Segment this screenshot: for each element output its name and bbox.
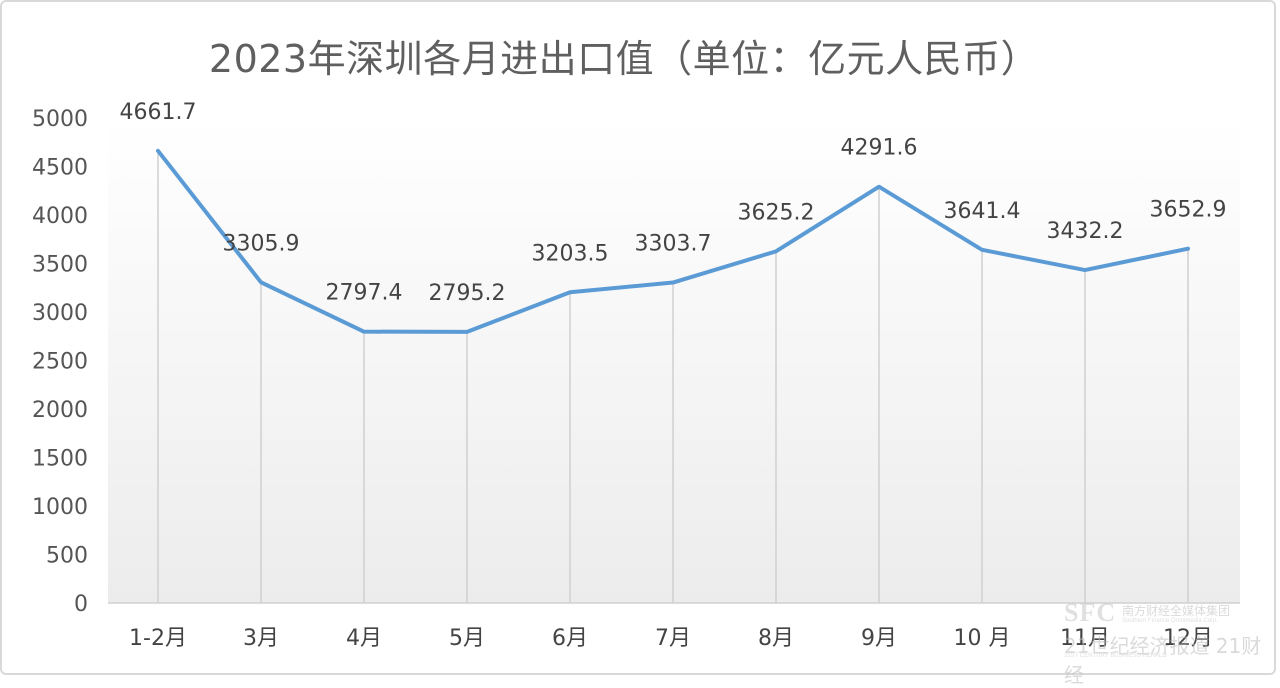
x-tick-label: 7月: [655, 626, 691, 651]
x-tick-label: 8月: [758, 626, 794, 651]
data-label: 3303.7: [635, 232, 712, 257]
y-tick-label: 0: [74, 592, 88, 617]
x-tick-label: 4月: [346, 626, 382, 651]
data-label: 4291.6: [841, 136, 918, 161]
data-label: 2797.4: [326, 281, 403, 306]
y-tick-label: 4500: [32, 156, 88, 181]
y-tick-label: 2000: [32, 398, 88, 423]
x-tick-label: 6月: [552, 626, 588, 651]
data-label: 2795.2: [429, 281, 506, 306]
y-tick-label: 3000: [32, 301, 88, 326]
y-tick-label: 5000: [32, 107, 88, 132]
data-label: 3652.9: [1150, 198, 1227, 223]
data-label: 3641.4: [944, 199, 1021, 224]
series-line: [156, 148, 1190, 334]
x-tick-label: 9月: [861, 626, 897, 651]
data-label: 3203.5: [532, 241, 609, 266]
data-label: 3432.2: [1047, 219, 1124, 244]
watermark-logo: SFC: [1064, 598, 1117, 627]
watermark: SFC 南方财经全媒体集团 Southern Finance Omnimedia…: [1064, 598, 1264, 687]
watermark-org-cn: 南方财经全媒体集团: [1122, 604, 1231, 618]
data-label: 3305.9: [223, 231, 300, 256]
y-tick-label: 500: [46, 544, 88, 569]
x-tick-label: 11月: [1060, 626, 1110, 651]
plot-area: [108, 118, 1240, 603]
x-tick-label: 12月: [1163, 626, 1213, 651]
watermark-brand-cn: 21世纪经济报道 21财经: [1064, 634, 1262, 687]
watermark-brand-en: 21ST CENTURY BUSINESS HERALD: [1064, 653, 1167, 659]
y-tick-label: 1500: [32, 447, 88, 472]
chart-title: 2023年深圳各月进出口值（单位：亿元人民币）: [208, 37, 1040, 81]
x-tick-label: 10 月: [954, 626, 1011, 651]
data-label: 4661.7: [120, 100, 197, 125]
watermark-org-en: Southern Finance Omnimedia Corp.: [1122, 618, 1219, 624]
x-tick-label: 1-2月: [129, 626, 187, 651]
data-label: 3625.2: [738, 200, 815, 225]
y-tick-label: 3500: [32, 253, 88, 278]
x-tick-label: 3月: [243, 626, 279, 651]
y-tick-label: 1000: [32, 495, 88, 520]
y-tick-label: 2500: [32, 350, 88, 375]
x-tick-label: 5月: [449, 626, 485, 651]
y-tick-label: 4000: [32, 204, 88, 229]
